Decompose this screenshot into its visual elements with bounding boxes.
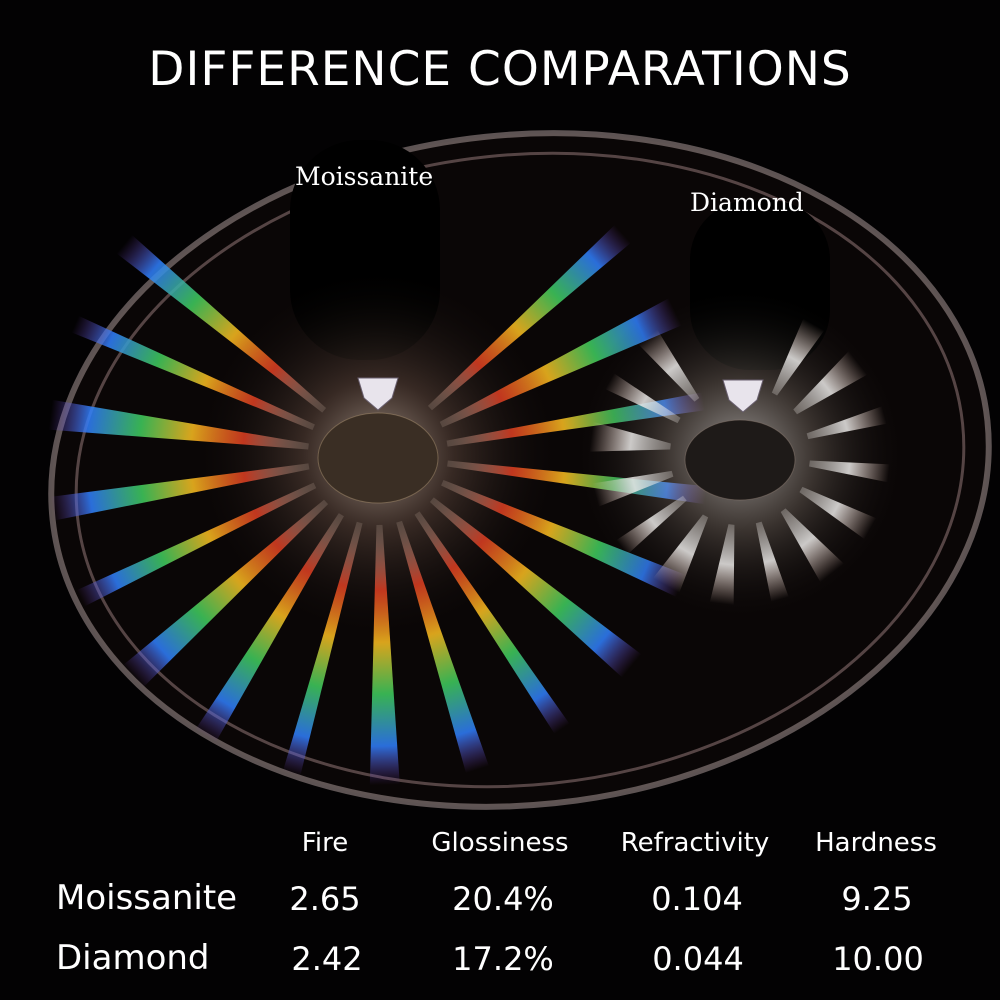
row-label-moissanite: Moissanite: [56, 878, 238, 918]
header-glossiness: Glossiness: [431, 828, 569, 858]
header-refractivity: Refractivity: [620, 828, 770, 858]
cell-diamond-hardness: 10.00: [832, 940, 924, 978]
header-hardness: Hardness: [815, 828, 937, 858]
moissanite-stone: [357, 377, 399, 411]
cell-diamond-glossiness: 17.2%: [452, 940, 554, 978]
cell-moissanite-glossiness: 20.4%: [452, 880, 554, 918]
diamond-reflection: [684, 419, 796, 501]
cell-moissanite-hardness: 9.25: [841, 880, 913, 918]
diamond-photo-label: Diamond: [690, 188, 804, 217]
cell-moissanite-refractivity: 0.104: [651, 880, 743, 918]
diamond-stone: [722, 379, 764, 413]
header-fire: Fire: [301, 828, 349, 858]
cell-diamond-fire: 2.42: [291, 940, 363, 978]
moissanite-photo-label: Moissanite: [295, 162, 434, 191]
cell-moissanite-fire: 2.65: [289, 880, 361, 918]
dish-rim-inner: [74, 151, 966, 789]
moissanite-reflection: [317, 412, 439, 504]
row-label-diamond: Diamond: [56, 938, 210, 978]
page-title: DIFFERENCE COMPARATIONS: [148, 42, 852, 97]
cell-diamond-refractivity: 0.044: [652, 940, 744, 978]
